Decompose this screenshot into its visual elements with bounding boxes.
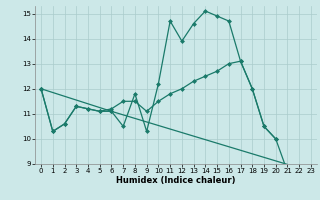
- X-axis label: Humidex (Indice chaleur): Humidex (Indice chaleur): [116, 176, 236, 185]
